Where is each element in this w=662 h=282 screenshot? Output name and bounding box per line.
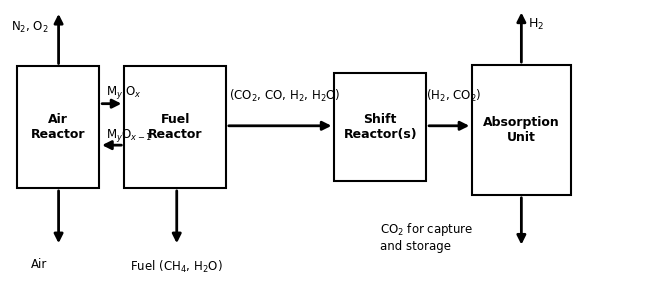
FancyBboxPatch shape — [334, 73, 426, 181]
Text: Air: Air — [31, 259, 48, 272]
Text: Air
Reactor: Air Reactor — [31, 113, 85, 141]
Text: Fuel (CH$_4$, H$_2$O): Fuel (CH$_4$, H$_2$O) — [130, 259, 223, 275]
Text: Fuel
Reactor: Fuel Reactor — [148, 113, 203, 141]
FancyBboxPatch shape — [124, 66, 226, 188]
Text: (CO$_2$, CO, H$_2$, H$_2$O): (CO$_2$, CO, H$_2$, H$_2$O) — [229, 88, 341, 104]
Text: CO$_2$ for capture
and storage: CO$_2$ for capture and storage — [380, 221, 473, 253]
Text: Absorption
Unit: Absorption Unit — [483, 116, 560, 144]
Text: M$_y$ O$_x$: M$_y$ O$_x$ — [106, 84, 142, 101]
Text: Shift
Reactor(s): Shift Reactor(s) — [344, 113, 417, 141]
Text: N$_2$, O$_2$: N$_2$, O$_2$ — [11, 19, 48, 35]
Text: (H$_2$, CO$_2$): (H$_2$, CO$_2$) — [426, 88, 481, 104]
FancyBboxPatch shape — [472, 65, 571, 195]
FancyBboxPatch shape — [17, 66, 99, 188]
Text: H$_2$: H$_2$ — [528, 17, 544, 32]
Text: M$_y$O$_{x-1}$: M$_y$O$_{x-1}$ — [106, 127, 152, 144]
